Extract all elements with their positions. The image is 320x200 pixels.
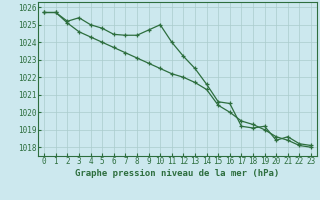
X-axis label: Graphe pression niveau de la mer (hPa): Graphe pression niveau de la mer (hPa)	[76, 169, 280, 178]
